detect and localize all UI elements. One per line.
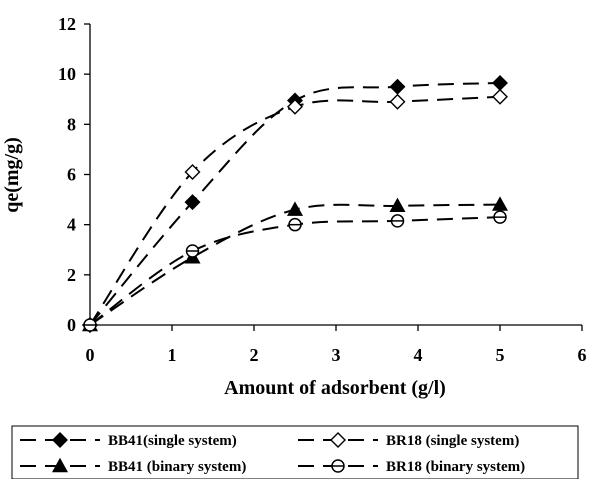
legend-marker <box>52 432 68 448</box>
legend-item-0: BB41(single system) <box>20 432 237 449</box>
data-point <box>492 88 508 105</box>
data-point <box>390 214 405 228</box>
legend: BB41(single system) BR18 (single system) B… <box>11 425 579 479</box>
legend-marker <box>51 457 69 473</box>
series-line <box>89 216 501 326</box>
legend-label: BR18 (binary system) <box>386 459 525 475</box>
x-tick-label: 2 <box>250 345 259 365</box>
x-tick-label: 4 <box>414 345 423 365</box>
data-point <box>389 78 406 95</box>
data-point <box>492 74 508 91</box>
y-tick-label: 12 <box>58 14 76 34</box>
data-point <box>287 98 303 115</box>
x-tick-label: 1 <box>168 345 177 365</box>
data-point <box>389 93 406 110</box>
x-tick-label: 0 <box>86 345 95 365</box>
series-2 <box>81 196 509 332</box>
legend-label: BB41 (binary system) <box>108 459 246 475</box>
legend-item-2: BB41 (binary system) <box>20 457 246 475</box>
legend-box <box>11 425 579 479</box>
y-tick-label: 6 <box>67 165 76 185</box>
data-point <box>286 201 304 216</box>
y-tick-label: 8 <box>67 114 76 134</box>
data-point <box>491 196 509 211</box>
data-point <box>389 197 406 213</box>
data-point <box>185 244 200 258</box>
data-point <box>184 164 201 180</box>
legend-label: BR18 (single system) <box>386 433 519 449</box>
data-point <box>288 217 302 232</box>
y-tick-label: 4 <box>67 215 76 235</box>
legend-marker <box>330 432 346 448</box>
legend-item-3: BR18 (binary system) <box>298 459 525 475</box>
series-line <box>89 95 501 326</box>
axes <box>89 24 582 326</box>
legend-label: BB41(single system) <box>108 433 237 449</box>
y-tick-label: 0 <box>67 315 76 335</box>
x-axis-title: Amount of adsorbent (g/l) <box>224 377 446 399</box>
data-point <box>184 194 201 211</box>
data-point <box>83 318 97 332</box>
x-tick-label: 6 <box>578 345 587 365</box>
series-3 <box>83 210 507 332</box>
y-axis-title: qe(mg/g) <box>1 137 23 213</box>
y-tick-label: 2 <box>67 265 76 285</box>
x-tick-label: 5 <box>496 345 505 365</box>
legend-marker <box>331 459 345 473</box>
data-point <box>493 210 507 224</box>
y-tick-label: 10 <box>58 64 76 84</box>
legend-item-1: BR18 (single system) <box>298 432 519 449</box>
series-line <box>89 81 501 326</box>
series-layer <box>81 74 509 333</box>
x-tick-label: 3 <box>332 345 341 365</box>
